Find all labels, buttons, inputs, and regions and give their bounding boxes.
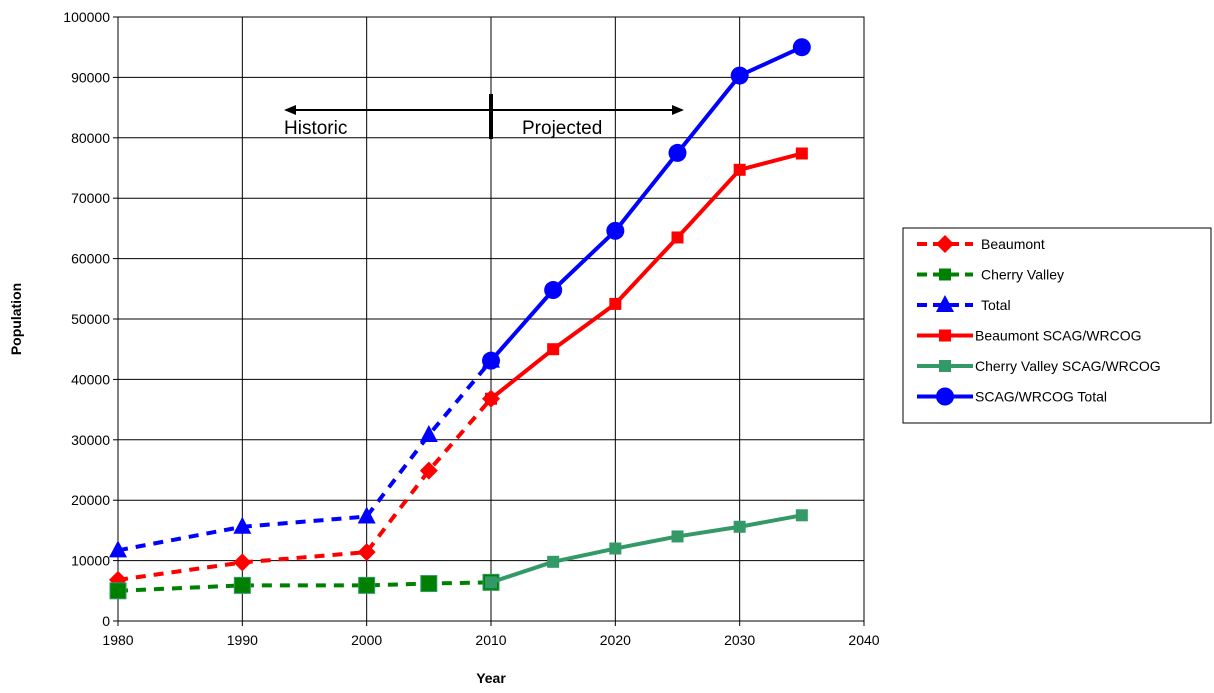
series-line-scag-wrcog-total <box>489 45 803 362</box>
series-cherry-valley <box>109 573 500 600</box>
series-beaumont-scag-wrcog <box>485 147 808 405</box>
legend-item-cherry-valley-scag-wrcog: Cherry Valley SCAG/WRCOG <box>917 358 1161 374</box>
legend-item-beaumont-scag-wrcog: Beaumont SCAG/WRCOG <box>917 328 1142 344</box>
y-tick-label: 40000 <box>71 371 110 387</box>
legend-swatch-marker <box>939 268 951 281</box>
legend-item-cherry-valley: Cherry Valley <box>917 267 1064 283</box>
legend: Beaumont Cherry Valley Total Beaumont SCAG/… <box>902 227 1212 424</box>
legend-label: Beaumont <box>981 236 1045 252</box>
legend-box <box>902 227 1212 424</box>
x-axis-title: Year <box>476 670 506 686</box>
data-point-total <box>419 424 438 442</box>
series-scag-wrcog-total <box>482 38 811 370</box>
x-tick-label: 2040 <box>848 632 879 648</box>
y-tick-label: 90000 <box>71 69 110 85</box>
y-axis-ticks: 0 10000 20000 30000 40000 50000 60000 70000 8000… <box>63 9 118 629</box>
data-point-cherry-valley-scag-wrcog <box>485 576 497 589</box>
data-point-cherry-valley <box>109 582 127 600</box>
series-line-total <box>117 359 493 553</box>
legend-item-scag-wrcog-total: SCAG/WRCOG Total <box>917 387 1107 406</box>
y-axis-title: Population <box>8 283 24 355</box>
x-tick-label: 2010 <box>475 632 506 648</box>
legend-label: SCAG/WRCOG Total <box>975 389 1107 405</box>
series-cherry-valley-scag-wrcog <box>485 509 808 589</box>
y-tick-label: 20000 <box>71 492 110 508</box>
data-point-beaumont-scag-wrcog <box>547 343 560 356</box>
data-point-cherry-valley-scag-wrcog <box>733 520 746 533</box>
legend-swatch-marker <box>939 360 951 372</box>
series-line-cherry-valley <box>117 580 492 593</box>
data-point-beaumont <box>357 543 376 562</box>
legend-swatch-marker <box>936 235 954 253</box>
y-tick-label: 60000 <box>71 251 110 267</box>
legend-label: Total <box>981 297 1011 313</box>
data-point-cherry-valley-scag-wrcog <box>547 555 560 568</box>
data-point-total <box>357 506 376 524</box>
legend-label: Beaumont SCAG/WRCOG <box>975 328 1142 344</box>
series-lines <box>109 38 811 600</box>
data-point-beaumont-scag-wrcog <box>485 392 497 405</box>
data-point-beaumont <box>233 553 252 572</box>
series-line-cherry-valley-scag-wrcog <box>490 513 803 585</box>
x-tick-label: 1990 <box>227 632 258 648</box>
y-tick-label: 80000 <box>71 130 110 146</box>
series-line-beaumont <box>117 397 493 582</box>
data-point-beaumont-scag-wrcog <box>609 297 622 310</box>
data-point-beaumont-scag-wrcog <box>671 231 684 244</box>
x-tick-label: 2000 <box>351 632 382 648</box>
series-beaumont <box>109 389 500 589</box>
data-point-scag-wrcog-total <box>792 38 811 57</box>
historic-label: Historic <box>284 118 347 139</box>
x-tick-label: 2020 <box>600 632 631 648</box>
data-point-cherry-valley <box>358 576 376 594</box>
data-point-cherry-valley-scag-wrcog <box>795 509 808 522</box>
y-tick-label: 50000 <box>71 311 110 327</box>
data-point-beaumont <box>419 461 438 480</box>
projected-label: Projected <box>522 118 602 139</box>
legend-item-total: Total <box>917 295 1011 313</box>
x-axis-ticks: 1980 1990 2000 2010 2020 2030 2040 <box>102 621 880 648</box>
data-point-scag-wrcog-total <box>544 281 563 300</box>
legend-label: Cherry Valley SCAG/WRCOG <box>975 358 1161 374</box>
data-point-cherry-valley-scag-wrcog <box>671 530 684 543</box>
historic-arrowhead <box>284 105 296 115</box>
x-tick-label: 1980 <box>102 632 133 648</box>
data-point-total <box>109 540 127 558</box>
y-tick-label: 10000 <box>71 553 110 569</box>
data-point-beaumont-scag-wrcog <box>795 147 808 160</box>
y-tick-label: 0 <box>102 613 110 629</box>
y-tick-label: 30000 <box>71 432 110 448</box>
data-point-scag-wrcog-total <box>730 66 749 85</box>
legend-swatch-marker <box>939 329 951 342</box>
legend-label: Cherry Valley <box>981 267 1064 283</box>
data-point-scag-wrcog-total <box>482 351 500 370</box>
data-point-beaumont-scag-wrcog <box>733 163 746 176</box>
x-tick-label: 2030 <box>724 632 755 648</box>
series-total <box>109 350 500 558</box>
legend-item-beaumont: Beaumont <box>917 235 1045 253</box>
annotations: Historic Projected <box>284 94 684 139</box>
data-point-cherry-valley-scag-wrcog <box>609 542 622 555</box>
series-line-beaumont-scag-wrcog <box>489 151 803 401</box>
y-tick-label: 70000 <box>71 190 110 206</box>
data-point-scag-wrcog-total <box>606 221 625 240</box>
data-point-cherry-valley <box>233 576 251 594</box>
legend-swatch-marker <box>936 387 954 406</box>
data-point-scag-wrcog-total <box>668 143 687 162</box>
projected-arrowhead <box>672 105 684 115</box>
legend-swatch-marker <box>936 295 954 312</box>
data-point-cherry-valley <box>420 575 438 593</box>
y-tick-label: 100000 <box>63 9 110 25</box>
data-point-total <box>233 516 252 534</box>
